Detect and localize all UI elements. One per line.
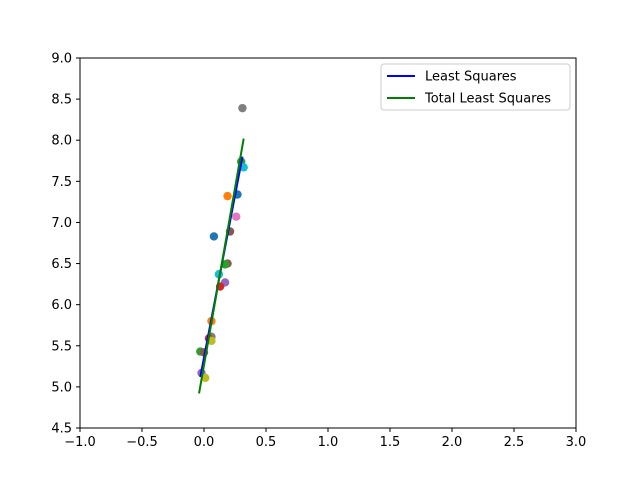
x-tick-label: −1.0	[64, 435, 96, 450]
x-tick-label: 3.0	[566, 435, 587, 450]
x-tick-label: 1.0	[318, 435, 339, 450]
y-tick-label: 7.0	[51, 216, 72, 231]
scatter-point	[238, 103, 247, 113]
x-tick-label: 2.0	[442, 435, 463, 450]
y-tick-label: 6.5	[51, 257, 72, 272]
total-least-squares-line	[198, 138, 245, 394]
y-tick-label: 5.0	[51, 380, 72, 395]
legend-label: Least Squares	[425, 70, 517, 85]
scatter-point	[223, 191, 232, 201]
plot-area	[196, 103, 248, 394]
legend: Least Squares Total Least Squares	[380, 63, 571, 111]
legend-label: Total Least Squares	[424, 92, 551, 107]
axes: −1.0 −0.5 0.0 0.5 1.0 1.5 2.0 2.5 3.0 4.5 5.0 5.5 6.…	[51, 52, 586, 451]
y-tick-label: 7.5	[51, 175, 72, 190]
scatter-point	[209, 232, 219, 241]
y-tick-label: 8.0	[51, 134, 72, 149]
x-tick-label: −0.5	[126, 435, 158, 450]
y-tick-label: 4.5	[51, 422, 72, 437]
legend-box	[380, 63, 571, 111]
y-tick-label: 9.0	[51, 52, 72, 67]
y-tick-label: 8.5	[51, 93, 72, 108]
x-tick-label: 1.5	[380, 435, 401, 450]
x-tick-label: 0.0	[194, 435, 215, 450]
y-tick-label: 6.0	[51, 298, 72, 313]
y-tick-label: 5.5	[51, 339, 72, 354]
x-tick-label: 0.5	[256, 435, 277, 450]
scatter-point	[232, 212, 241, 221]
x-tick-label: 2.5	[504, 435, 525, 450]
